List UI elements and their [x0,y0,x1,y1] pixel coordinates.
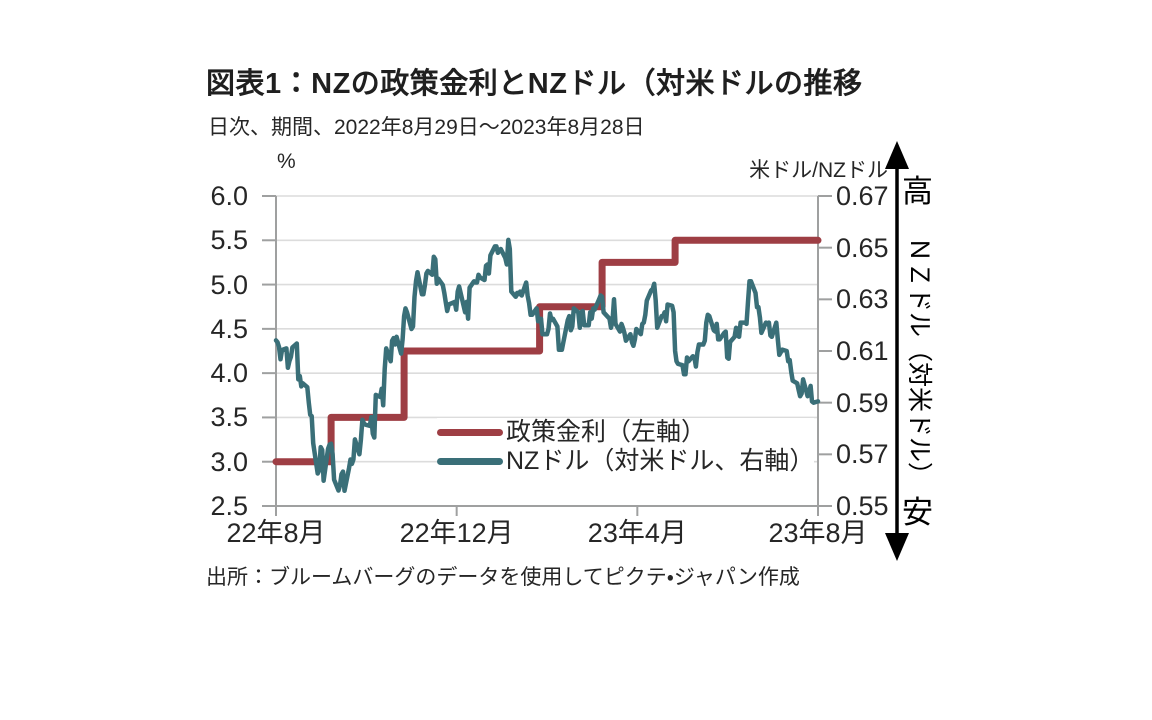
right-axis-tick-label: 0.59 [836,387,889,418]
x-axis-tick-label: 22年8月 [226,518,326,548]
policy-rate-legend-swatch [437,429,503,436]
policy-rate-line [272,236,822,466]
policy-rate-legend-label: 政策金利（左軸） [506,418,707,446]
annotation-low: 安 [902,495,933,530]
left-axis-tick-label: 4.5 [210,313,248,344]
source-note: 出所：ブルームバーグのデータを使用してピクテ・ジャパン作成 [206,566,800,589]
left-axis-tick-label: 2.5 [210,491,248,521]
left-axis-tick-label: 3.5 [210,402,248,433]
left-axis-tick-label: 5.0 [210,269,248,300]
annotation-high: 高 [902,174,933,209]
right-axis-tick-label: 0.67 [836,181,889,211]
right-axis-tick-label: 0.63 [836,284,889,315]
nzd-line [273,237,821,494]
right-axis-tick-label: 0.61 [836,336,889,366]
chart-subtitle: 日次、期間、2022年8月29日～2023年8月28日 [208,116,645,139]
updown-arrow [885,141,909,561]
left-axis-tick-label: 5.5 [210,225,248,256]
left-axis-unit-label: % [277,150,296,173]
left-axis-tick-label: 3.0 [210,446,248,477]
left-axis-tick-label: 6.0 [210,181,248,211]
left-axis-tick-label: 4.0 [210,358,248,389]
x-axis-tick-label: 23年4月 [587,518,687,548]
right-axis-tick-label: 0.65 [836,232,889,263]
x-axis-tick-label: 23年8月 [768,518,868,548]
data-series [272,236,822,494]
chart-title: 図表1：NZの政策金利とNZドル（対米ドルの推移 [206,68,863,100]
right-axis-unit-label: 米ドル/NZドル [749,159,888,182]
axes [262,195,832,516]
legend-item-nzd: NZドル（対米ドル、右軸） [437,447,814,476]
annotation-vertical-label: ＮＺドル（対米ドル） [905,237,933,488]
right-axis-tick-label: 0.55 [836,491,889,521]
legend: 政策金利（左軸） NZドル（対米ドル、右軸） [437,418,815,476]
x-axis-tick-label: 22年12月 [399,518,514,548]
nzd-legend-label: NZドル（対米ドル、右軸） [506,447,815,475]
right-axis-tick-label: 0.57 [836,439,889,470]
nzd-legend-swatch [437,458,503,465]
legend-item-policy-rate: 政策金利（左軸） [437,418,814,447]
